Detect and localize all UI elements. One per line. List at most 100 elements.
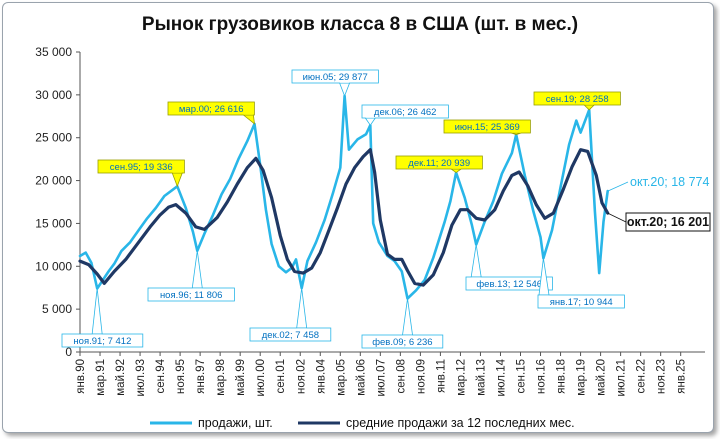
annotation-box [97,159,185,174]
annotation-label: фев.13; 12 546 [476,279,542,290]
annotation-pointer [171,172,183,188]
y-tick-label: 35 000 [35,45,72,59]
end-label-average: окт.20; 16 201 [627,215,709,229]
annotation-label: ноя.91; 7 412 [73,336,131,347]
legend-label-average: средние продажи за 12 последних мес. [346,416,575,430]
x-tick-label: ноя.16 [536,359,548,394]
legend-label-sales: продажи, шт. [198,416,273,430]
x-tick-label: май.06 [355,359,367,396]
annotation-callout: сен.19; 28 258 [533,91,621,111]
y-tick-label: 30 000 [35,88,72,102]
x-tick-label: ноя.23 [656,359,668,394]
annotation-joint [365,116,375,118]
annotation-label: янв.17; 10 944 [550,297,613,308]
x-tick-label: янв.90 [75,359,87,394]
annotation-label: ноя.96; 11 806 [160,290,223,301]
end-label-sales: окт.20; 18 774 [630,175,710,189]
x-tick-label: май.13 [475,359,487,396]
series-layer [78,94,610,300]
end-label-layer: окт.20; 18 774 окт.20; 16 201 [607,175,711,232]
series-line-average [78,148,610,287]
annotation-joint [172,171,182,173]
annotation-joint [511,131,521,133]
annotation-callout: июн.15; 25 369 [443,119,531,135]
annotation-box [395,155,483,170]
annotation-label: сен.19; 28 258 [546,94,609,105]
x-tick-label: сен.22 [636,359,648,393]
x-tick-label: май.99 [235,359,247,396]
annotation-label: дек.06; 26 462 [374,107,437,118]
x-axis: янв.90 мар.91 май.92 июл.93 сен.94 ноя.95 янв.… [75,351,705,397]
y-tick-label: 25 000 [35,131,72,145]
annotation-pointer [538,258,550,296]
annotation-callout: янв.17; 10 944 [537,258,625,309]
annotation-pointer [470,244,482,278]
annotation-layer: ноя.91; 7 412 сен.95; 19 336 ноя.96; 11 80… [61,69,625,349]
annotation-label: фев.09; 6 236 [372,337,432,348]
annotation-label: мар.00; 26 616 [179,104,244,115]
annotation-box [61,333,144,348]
y-tick-label: 15 000 [35,216,72,230]
x-tick-label: янв.97 [195,359,207,394]
x-tick-label: июл.14 [495,358,507,396]
annotation-callout: июн.05; 29 877 [291,69,379,98]
x-tick-label: янв.11 [435,359,447,393]
annotation-pointer [242,114,256,125]
annotation-pointer [583,104,596,111]
x-tick-label: мар.19 [576,359,588,396]
annotation-joint [471,277,481,279]
annotation-callout: ноя.96; 11 806 [147,250,235,302]
x-tick-label: июл.93 [135,359,147,397]
x-tick-label: май.92 [115,359,127,396]
annotation-box [533,91,621,106]
annotation-joint [92,334,102,336]
x-tick-label: ноя.95 [175,359,187,394]
x-tick-label: ноя.02 [295,359,307,394]
annotation-joint [584,103,594,105]
annotation-box [291,69,379,84]
annotation-pointer [364,117,377,126]
y-tick-label: 10 000 [35,259,72,273]
x-tick-label: июл.00 [255,359,267,397]
x-tick-label: май.20 [596,359,608,396]
x-tick-label: янв.25 [676,359,688,394]
annotation-pointer [402,298,413,336]
annotation-joint [192,288,202,290]
x-tick-label: июл.07 [375,359,387,397]
annotation-callout: дек.02; 7 458 [249,288,332,342]
annotation-box [465,276,553,291]
annotation-pointer [339,82,351,98]
x-tick-label: янв.18 [556,359,568,394]
x-tick-label: мар.91 [95,359,107,396]
annotation-joint [451,167,461,169]
annotation-label: сен.95; 19 336 [110,162,173,173]
annotation-joint [243,113,253,115]
annotation-joint [539,295,549,297]
annotation-callout: ноя.91; 7 412 [61,288,144,348]
end-label-average-connector [607,212,627,223]
annotation-pointer [296,288,308,329]
legend: продажи, шт. средние продажи за 12 послед… [150,416,575,430]
x-tick-label: июл.21 [616,359,628,397]
annotation-box [361,104,449,119]
annotation-callout: сен.95; 19 336 [97,159,185,188]
annotation-label: дек.11; 20 939 [408,158,470,169]
x-tick-label: мар.98 [215,359,227,396]
annotation-box [249,327,332,342]
annotation-callout: дек.06; 26 462 [361,104,449,126]
x-tick-label: сен.01 [275,359,287,393]
x-tick-label: сен.08 [395,359,407,393]
annotation-box [443,119,531,134]
annotation-pointer [449,168,463,174]
chart-title: Рынок грузовиков класса 8 в США (шт. в м… [142,14,578,35]
y-axis: 0 5 000 10 000 15 000 20 000 25 000 30 000 35 0… [35,45,81,359]
annotation-joint [297,328,307,330]
x-tick-label: мар.05 [335,359,347,396]
annotation-box [147,287,235,302]
y-tick-label: 20 000 [35,174,72,188]
annotation-box [167,101,255,116]
series-line-sales [78,94,609,300]
y-tick-label: 5 000 [42,302,72,316]
y-tick-label: 0 [65,345,72,359]
